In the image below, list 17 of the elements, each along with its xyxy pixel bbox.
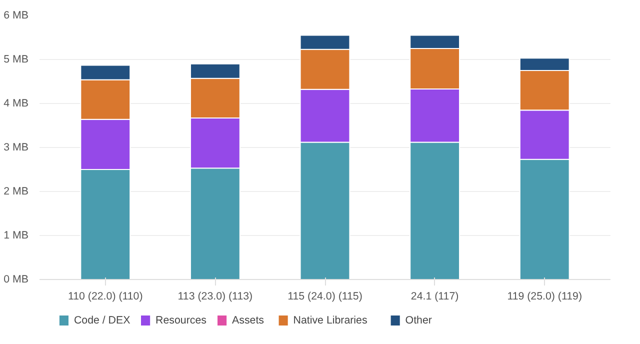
legend-label: Other xyxy=(405,314,432,326)
x-tick-label: 110 (22.0) (110) xyxy=(68,290,143,302)
x-tick-label: 115 (24.0) (115) xyxy=(288,290,362,302)
legend-label: Native Libraries xyxy=(293,314,368,326)
y-tick-label: 0 MB xyxy=(4,274,29,286)
x-tick-label: 119 (25.0) (119) xyxy=(507,290,582,302)
y-tick-label: 5 MB xyxy=(4,54,29,66)
legend-label: Resources xyxy=(156,314,206,326)
y-tick-label: 4 MB xyxy=(4,98,29,110)
y-tick-label: 1 MB xyxy=(4,230,29,242)
x-tick-label: 24.1 (117) xyxy=(410,290,459,302)
y-tick-label: 3 MB xyxy=(4,142,29,154)
x-tick-label: 113 (23.0) (113) xyxy=(178,290,253,302)
y-tick-label: 6 MB xyxy=(4,10,29,22)
legend-label: Code / DEX xyxy=(74,314,130,326)
legend-label: Assets xyxy=(232,314,264,326)
y-tick-label: 2 MB xyxy=(4,186,29,198)
